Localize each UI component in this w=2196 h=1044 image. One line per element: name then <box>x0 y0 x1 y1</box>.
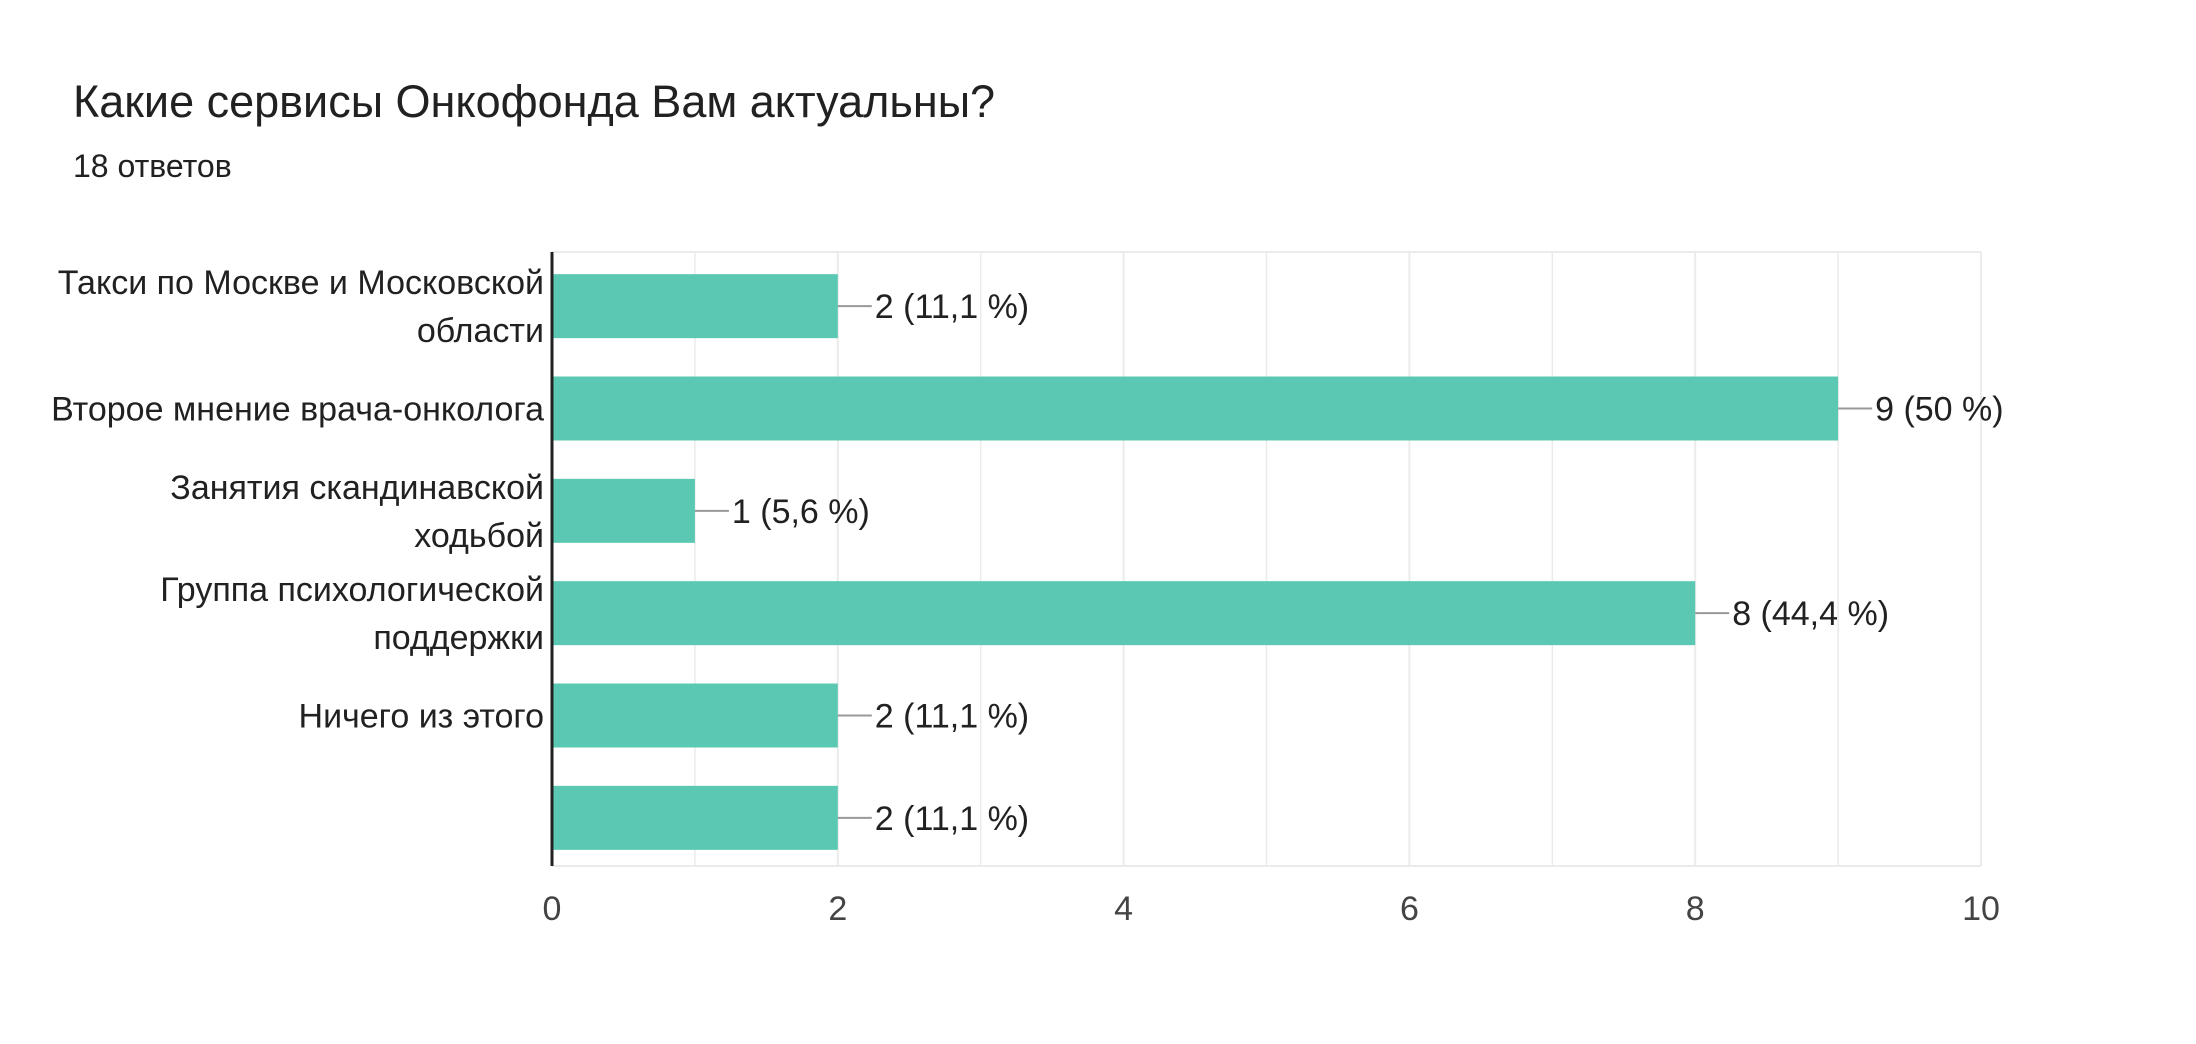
x-tick-label: 8 <box>1686 890 1705 928</box>
data-label: 2 (11,1 %) <box>875 698 1029 736</box>
bar <box>552 683 838 748</box>
x-tick-label: 0 <box>543 890 562 928</box>
category-label: Группа психологической <box>160 571 544 609</box>
category-label: Второе мнение врача-онколога <box>51 391 544 429</box>
x-tick-label: 10 <box>1962 890 2000 928</box>
x-tick-label: 4 <box>1114 890 1133 928</box>
x-tick-label: 2 <box>828 890 847 928</box>
data-label: 9 (50 %) <box>1875 391 2004 429</box>
category-label: Такси по Москве и Московской <box>58 264 544 302</box>
bar <box>552 376 1839 441</box>
category-label: поддержки <box>373 619 544 657</box>
response-count: 18 ответов <box>73 148 232 184</box>
data-label: 2 (11,1 %) <box>875 800 1029 838</box>
category-label: Ничего из этого <box>299 698 544 736</box>
data-label: 1 (5,6 %) <box>732 493 870 531</box>
category-label: ходьбой <box>414 517 544 555</box>
data-label: 8 (44,4 %) <box>1732 595 1889 633</box>
category-label: области <box>417 312 544 350</box>
bar <box>552 581 1696 646</box>
data-label: 2 (11,1 %) <box>875 288 1029 326</box>
bar <box>552 478 695 543</box>
x-tick-label: 6 <box>1400 890 1419 928</box>
bar <box>552 785 838 850</box>
category-label: Занятия скандинавской <box>170 469 544 507</box>
bar <box>552 274 838 339</box>
question-title: Какие сервисы Онкофонда Вам актуальны? <box>73 76 996 127</box>
